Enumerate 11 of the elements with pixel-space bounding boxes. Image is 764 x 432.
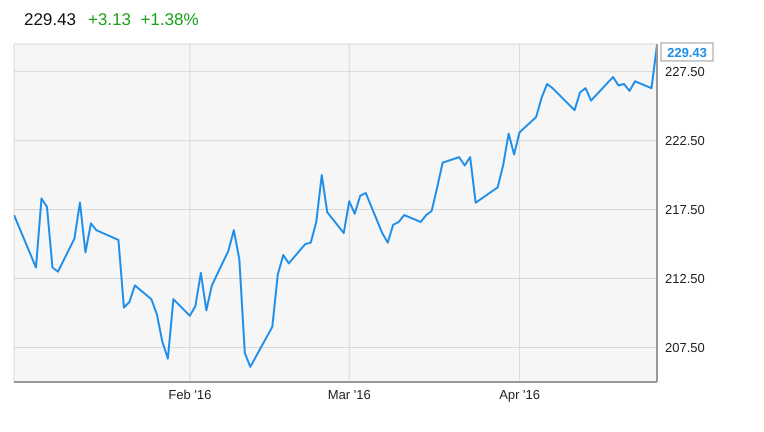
x-tick-label: Apr '16 — [499, 387, 540, 402]
x-tick-label: Mar '16 — [328, 387, 371, 402]
y-tick-label: 227.50 — [665, 64, 705, 80]
y-tick-label: 212.50 — [665, 271, 705, 286]
chart-title: 229.43 — [24, 10, 76, 30]
y-tick-label: 222.50 — [665, 133, 705, 148]
chart-subtitle: +3.13 +1.38% — [88, 10, 199, 30]
x-tick-label: Feb '16 — [168, 387, 212, 402]
y-tick-label: 217.50 — [665, 202, 705, 218]
y-tick-label: 207.50 — [665, 340, 705, 356]
annotation: 229.43 — [667, 44, 707, 60]
